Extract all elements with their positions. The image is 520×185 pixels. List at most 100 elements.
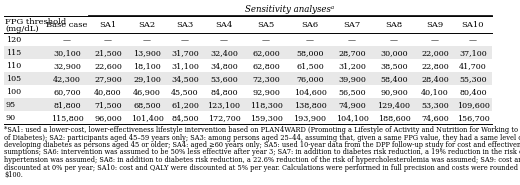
Text: 22,000: 22,000 xyxy=(421,49,449,57)
Text: 60,700: 60,700 xyxy=(53,88,81,96)
Text: 41,700: 41,700 xyxy=(459,62,487,70)
Bar xyxy=(4,98,492,111)
Text: 46,900: 46,900 xyxy=(133,88,161,96)
Text: 62,000: 62,000 xyxy=(252,49,280,57)
Text: FPG threshold: FPG threshold xyxy=(5,18,66,26)
Bar xyxy=(4,46,492,59)
Text: 96,000: 96,000 xyxy=(94,114,122,122)
Text: 105: 105 xyxy=(6,75,21,83)
Text: —: — xyxy=(469,36,477,44)
Text: 42,300: 42,300 xyxy=(53,75,81,83)
Text: 115: 115 xyxy=(6,49,21,57)
Text: 18,100: 18,100 xyxy=(133,62,161,70)
Bar xyxy=(4,72,492,85)
Text: 193,900: 193,900 xyxy=(293,114,327,122)
Text: 159,300: 159,300 xyxy=(250,114,282,122)
Text: 172,700: 172,700 xyxy=(207,114,240,122)
Text: 61,500: 61,500 xyxy=(296,62,324,70)
Text: 27,900: 27,900 xyxy=(94,75,122,83)
Text: 30,100: 30,100 xyxy=(53,49,81,57)
Text: 104,600: 104,600 xyxy=(294,88,327,96)
Text: 40,800: 40,800 xyxy=(94,88,122,96)
Text: 84,800: 84,800 xyxy=(210,88,238,96)
Text: 120: 120 xyxy=(6,36,21,44)
Text: 156,700: 156,700 xyxy=(457,114,489,122)
Text: 39,900: 39,900 xyxy=(338,75,366,83)
Text: 84,500: 84,500 xyxy=(171,114,199,122)
Text: 31,100: 31,100 xyxy=(171,62,199,70)
Text: 81,800: 81,800 xyxy=(53,101,81,109)
Text: SA5: SA5 xyxy=(257,21,275,29)
Text: 115,800: 115,800 xyxy=(50,114,83,122)
Text: SA10: SA10 xyxy=(462,21,484,29)
Text: SA9: SA9 xyxy=(426,21,444,29)
Text: 34,500: 34,500 xyxy=(171,75,199,83)
Text: 32,400: 32,400 xyxy=(210,49,238,57)
Text: 188,600: 188,600 xyxy=(378,114,410,122)
Text: 32,900: 32,900 xyxy=(53,62,81,70)
Text: developing diabetes as persons aged 45 or older; SA4: aged ≥60 years only; SA5: : developing diabetes as persons aged 45 o… xyxy=(4,141,520,149)
Text: —: — xyxy=(220,36,228,44)
Text: 95: 95 xyxy=(6,101,16,109)
Text: 92,900: 92,900 xyxy=(252,88,280,96)
Text: 61,200: 61,200 xyxy=(171,101,199,109)
Text: 110: 110 xyxy=(6,62,21,70)
Text: 21,500: 21,500 xyxy=(94,49,122,57)
Text: SA6: SA6 xyxy=(302,21,319,29)
Text: 72,300: 72,300 xyxy=(252,75,280,83)
Text: sumptions; SA6: intervention was assumed to be 50% less effective after year 3; : sumptions; SA6: intervention was assumed… xyxy=(4,149,520,157)
Text: SA8: SA8 xyxy=(385,21,402,29)
Text: 74,900: 74,900 xyxy=(338,101,366,109)
Text: $100.: $100. xyxy=(4,171,23,179)
Text: —: — xyxy=(262,36,270,44)
Text: hypertension was assumed; SA8: in addition to diabetes risk reduction, a 22.6% r: hypertension was assumed; SA8: in additi… xyxy=(4,156,520,164)
Text: —: — xyxy=(390,36,398,44)
Text: 53,300: 53,300 xyxy=(421,101,449,109)
Text: 13,900: 13,900 xyxy=(133,49,161,57)
Text: 68,500: 68,500 xyxy=(133,101,161,109)
Text: 28,700: 28,700 xyxy=(338,49,366,57)
Text: SA2: SA2 xyxy=(138,21,155,29)
Text: 30,000: 30,000 xyxy=(380,49,408,57)
Text: 37,100: 37,100 xyxy=(459,49,487,57)
Text: 58,000: 58,000 xyxy=(296,49,324,57)
Text: 90: 90 xyxy=(6,114,16,122)
Text: 58,400: 58,400 xyxy=(380,75,408,83)
Text: 104,100: 104,100 xyxy=(335,114,369,122)
Text: 31,200: 31,200 xyxy=(338,62,366,70)
Text: 40,100: 40,100 xyxy=(421,88,449,96)
Text: 129,400: 129,400 xyxy=(378,101,410,109)
Text: SA3: SA3 xyxy=(176,21,193,29)
Text: 62,800: 62,800 xyxy=(252,62,280,70)
Text: 31,700: 31,700 xyxy=(171,49,199,57)
Text: of Diabetes); SA2: participants aged 45–59 years only; SA3: among persons aged 2: of Diabetes); SA2: participants aged 45–… xyxy=(4,134,520,142)
Text: 76,000: 76,000 xyxy=(296,75,324,83)
Text: 22,800: 22,800 xyxy=(421,62,449,70)
Text: (mg/dL): (mg/dL) xyxy=(5,25,38,33)
Text: 56,500: 56,500 xyxy=(338,88,366,96)
Text: 22,600: 22,600 xyxy=(94,62,122,70)
Text: Base case: Base case xyxy=(46,21,88,29)
Text: 34,800: 34,800 xyxy=(210,62,238,70)
Text: 74,600: 74,600 xyxy=(421,114,449,122)
Text: SA4: SA4 xyxy=(215,21,232,29)
Text: *SA1: used a lower-cost, lower-effectiveness lifestyle intervention based on PLA: *SA1: used a lower-cost, lower-effective… xyxy=(0,184,1,185)
Text: 71,500: 71,500 xyxy=(94,101,122,109)
Text: SA7: SA7 xyxy=(343,21,361,29)
Text: —: — xyxy=(143,36,151,44)
Text: discounted at 0% per year; SA10: cost and QALY were discounted at 5% per year. C: discounted at 0% per year; SA10: cost an… xyxy=(4,164,520,171)
Text: —: — xyxy=(306,36,314,44)
Text: 123,100: 123,100 xyxy=(207,101,240,109)
Text: 109,600: 109,600 xyxy=(457,101,489,109)
Text: —: — xyxy=(431,36,439,44)
Text: SA1: SA1 xyxy=(99,21,116,29)
Text: 38,500: 38,500 xyxy=(380,62,408,70)
Text: 118,300: 118,300 xyxy=(250,101,282,109)
Text: 90,900: 90,900 xyxy=(380,88,408,96)
Text: 101,400: 101,400 xyxy=(131,114,163,122)
Text: 45,500: 45,500 xyxy=(171,88,199,96)
Text: 138,800: 138,800 xyxy=(294,101,327,109)
Text: 80,400: 80,400 xyxy=(459,88,487,96)
Text: 53,600: 53,600 xyxy=(210,75,238,83)
Text: —: — xyxy=(104,36,112,44)
